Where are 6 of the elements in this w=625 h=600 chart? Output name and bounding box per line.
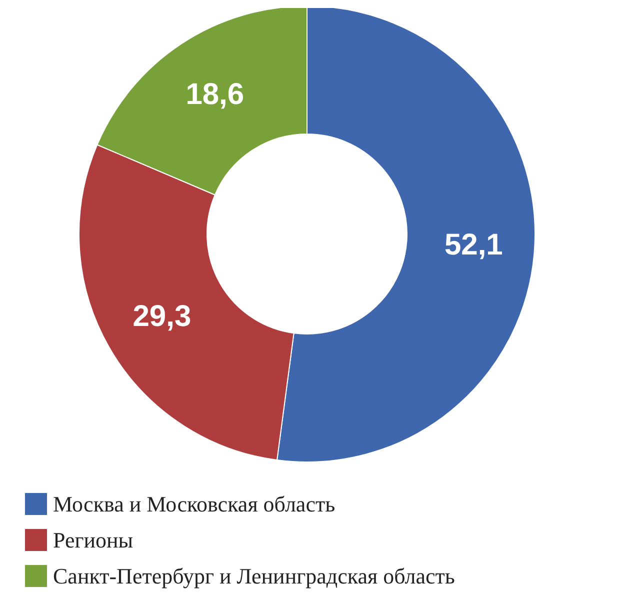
data-label: 18,6 — [186, 78, 244, 112]
data-label: 29,3 — [132, 300, 192, 334]
legend-label: Регионы — [53, 528, 134, 552]
legend-label: Санкт-Петербург и Ленинградская область — [53, 564, 455, 588]
data-label: 52,1 — [444, 228, 503, 262]
legend-label: Москва и Московская область — [53, 492, 336, 516]
